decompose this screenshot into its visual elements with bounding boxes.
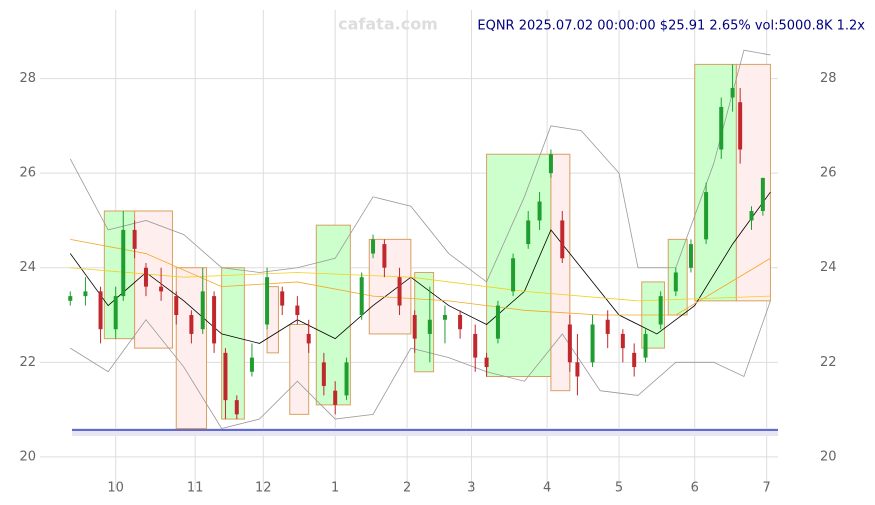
candle-body — [344, 362, 349, 396]
candle-body — [730, 88, 735, 98]
indicator-line — [69, 49, 771, 283]
candle-body — [371, 239, 376, 254]
x-tick-label: 10 — [107, 481, 124, 496]
candle-body — [280, 291, 285, 306]
x-tick-label: 12 — [255, 481, 272, 496]
candle-body — [590, 324, 595, 363]
candle-body — [575, 362, 580, 377]
candle-body — [306, 333, 311, 344]
candle-body — [473, 333, 478, 358]
candle-body — [458, 315, 463, 330]
candle-body — [265, 277, 270, 325]
candle-body — [495, 305, 500, 339]
candle-body — [442, 315, 447, 320]
candle-body — [321, 362, 326, 386]
candle-body — [189, 315, 194, 334]
y-tick-label-right: 28 — [820, 71, 837, 86]
candle-body — [359, 277, 364, 316]
zone — [103, 210, 136, 340]
candle-body — [673, 272, 678, 292]
y-tick-label-right: 22 — [820, 355, 837, 370]
x-tick-label: 2 — [403, 481, 411, 496]
candle-body — [511, 258, 516, 292]
y-tick-label-right: 24 — [820, 260, 837, 275]
indicator-line — [70, 267, 771, 302]
zone — [134, 210, 173, 349]
candle-body — [333, 390, 338, 405]
volume-strip — [72, 428, 778, 436]
candle-body — [68, 296, 73, 301]
candle-body — [749, 210, 754, 221]
candle-body — [98, 291, 103, 330]
y-tick-label: 20 — [19, 449, 36, 464]
candle-body — [113, 296, 118, 330]
candle-body — [121, 229, 126, 297]
zone — [550, 153, 571, 392]
candle-body — [132, 229, 137, 249]
y-tick-label-right: 20 — [820, 449, 837, 464]
x-tick-label: 5 — [615, 481, 623, 496]
x-tick-label: 7 — [763, 481, 771, 496]
zone — [368, 238, 412, 335]
candle-body — [548, 154, 553, 174]
zone — [735, 63, 771, 302]
y-tick-label: 24 — [19, 260, 36, 275]
candle-body — [632, 352, 637, 368]
candle-body — [738, 102, 743, 150]
candle-body — [234, 400, 239, 415]
x-tick-label: 6 — [691, 481, 699, 496]
candle-body — [658, 296, 663, 325]
candle-body — [382, 244, 387, 268]
candle-body — [249, 357, 254, 372]
candle-body — [643, 333, 648, 358]
candle-body — [223, 352, 228, 401]
y-tick-label: 28 — [19, 71, 36, 86]
candle-body — [212, 296, 217, 344]
candle-body — [560, 220, 565, 259]
candle-body — [704, 192, 709, 240]
candle-body — [295, 305, 300, 316]
indicator-line — [70, 238, 771, 316]
zone — [289, 323, 310, 415]
x-tick-label: 4 — [543, 481, 551, 496]
candle-body — [719, 106, 724, 150]
x-tick-label: 3 — [467, 481, 475, 496]
y-tick-label-right: 26 — [820, 166, 837, 181]
chart-title: EQNR 2025.07.02 00:00:00 $25.91 2.65% vo… — [477, 19, 865, 34]
zone — [486, 153, 552, 378]
candle-body — [605, 319, 610, 334]
y-tick-label: 26 — [19, 166, 36, 181]
candle-body — [620, 333, 625, 349]
candle-body — [688, 244, 693, 268]
candle-body — [537, 201, 542, 221]
candle-body — [174, 296, 179, 316]
candle-body — [200, 291, 205, 330]
x-tick-label: 11 — [187, 481, 204, 496]
candle-body — [484, 357, 489, 368]
watermark: cafata.com — [338, 15, 438, 34]
candle-body — [159, 286, 164, 292]
candle-body — [143, 267, 148, 287]
candle-body — [526, 220, 531, 245]
candle-body — [83, 291, 88, 297]
y-tick-label: 22 — [19, 355, 36, 370]
candle-body — [760, 177, 765, 211]
x-tick-label: 1 — [331, 481, 339, 496]
candle-body — [427, 319, 432, 334]
zone — [694, 63, 737, 302]
candle-body — [412, 315, 417, 339]
candle-body — [567, 324, 572, 363]
candle-body — [397, 277, 402, 306]
